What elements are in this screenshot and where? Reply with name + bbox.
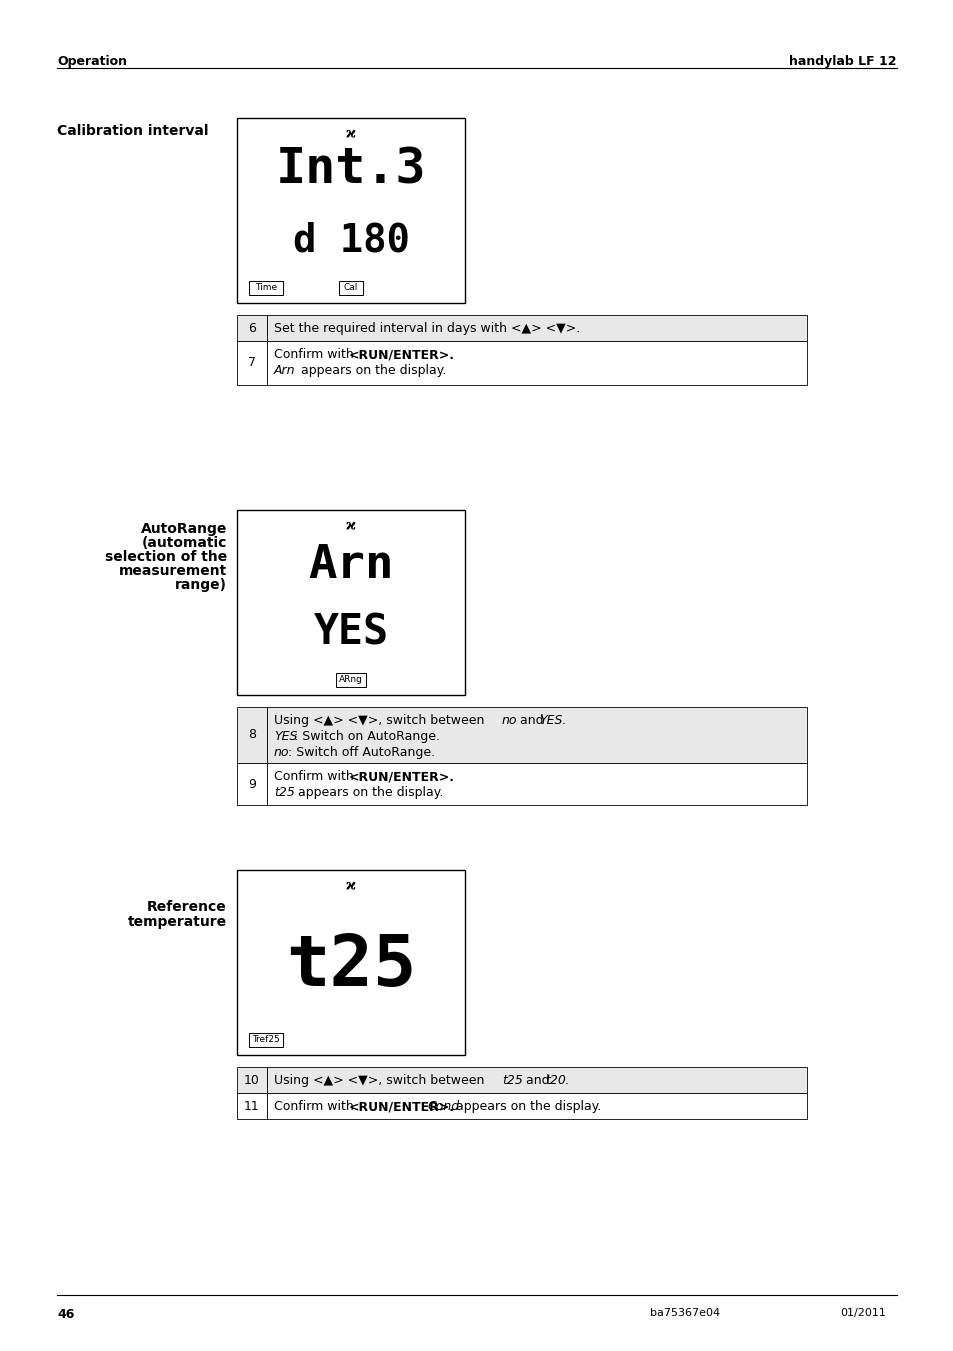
Bar	[267, 1093, 806, 1119]
Text: : Switch on AutoRange.: : Switch on AutoRange.	[294, 730, 439, 743]
Text: 7: 7	[248, 357, 255, 370]
Bar	[267, 1067, 806, 1093]
Bar	[236, 870, 464, 1055]
Text: YES: YES	[314, 611, 388, 653]
Text: Calibration interval: Calibration interval	[57, 124, 209, 138]
Text: Cal: Cal	[343, 284, 357, 293]
Text: t25: t25	[274, 786, 294, 798]
Text: : Switch off AutoRange.: : Switch off AutoRange.	[288, 746, 435, 759]
Text: Arn: Arn	[308, 543, 394, 588]
Text: 11: 11	[244, 1100, 259, 1112]
Bar	[236, 763, 267, 805]
Text: Operation: Operation	[57, 55, 127, 68]
Text: selection of the: selection of the	[105, 550, 227, 563]
Text: <RUN/ENTER>.: <RUN/ENTER>.	[349, 349, 455, 361]
Bar	[236, 1067, 267, 1093]
Text: 8: 8	[248, 728, 255, 742]
Text: t20: t20	[544, 1074, 565, 1088]
Text: and: and	[516, 713, 547, 727]
Bar	[249, 1034, 283, 1047]
Bar	[338, 281, 363, 295]
Text: temperature: temperature	[128, 915, 227, 929]
Text: Reference: Reference	[147, 900, 227, 915]
Text: appears on the display.: appears on the display.	[294, 786, 443, 798]
Text: <RUN/ENTER>.: <RUN/ENTER>.	[349, 1100, 455, 1113]
Bar	[236, 707, 267, 763]
Text: Time: Time	[254, 284, 276, 293]
Text: Arn: Arn	[274, 363, 295, 377]
Text: Tref25: Tref25	[252, 1035, 279, 1044]
Text: Using <▲> <▼>, switch between: Using <▲> <▼>, switch between	[274, 713, 488, 727]
Text: ba75367e04: ba75367e04	[649, 1308, 720, 1319]
Text: (automatic: (automatic	[141, 536, 227, 550]
Text: no: no	[501, 713, 517, 727]
Text: and: and	[521, 1074, 553, 1088]
Text: handylab LF 12: handylab LF 12	[789, 55, 896, 68]
Text: YES: YES	[274, 730, 297, 743]
Text: YES.: YES.	[538, 713, 566, 727]
Text: ϰ: ϰ	[346, 520, 355, 534]
Text: 10: 10	[244, 1074, 259, 1086]
Text: measurement: measurement	[118, 563, 227, 578]
Text: Confirm with: Confirm with	[274, 349, 357, 361]
Text: 6: 6	[248, 322, 255, 335]
Bar	[236, 340, 267, 385]
Text: appears on the display.: appears on the display.	[296, 363, 446, 377]
Bar	[267, 707, 806, 763]
Text: ARng: ARng	[338, 676, 362, 685]
Bar	[236, 1093, 267, 1119]
Text: d 180: d 180	[293, 222, 409, 259]
Bar	[236, 509, 464, 694]
Bar	[236, 315, 267, 340]
Text: .: .	[564, 1074, 568, 1088]
Text: ϰ: ϰ	[346, 880, 355, 894]
Text: Set the required interval in days with <▲> <▼>.: Set the required interval in days with <…	[274, 322, 579, 335]
Text: AutoRange: AutoRange	[140, 521, 227, 536]
Bar	[267, 315, 806, 340]
Bar	[267, 340, 806, 385]
Text: <RUN/ENTER>.: <RUN/ENTER>.	[349, 770, 455, 784]
Text: t25: t25	[501, 1074, 522, 1088]
Text: 9: 9	[248, 777, 255, 790]
Text: no: no	[274, 746, 289, 759]
Bar	[267, 763, 806, 805]
Bar	[335, 673, 366, 688]
Text: range): range)	[174, 578, 227, 592]
Text: ϰ: ϰ	[346, 128, 355, 142]
Bar	[236, 118, 464, 303]
Text: Confirm with: Confirm with	[274, 770, 357, 784]
Text: Int.3: Int.3	[275, 146, 426, 193]
Bar	[249, 281, 283, 295]
Text: t25: t25	[286, 932, 416, 1001]
Text: Cond: Cond	[427, 1100, 458, 1113]
Text: Using <▲> <▼>, switch between: Using <▲> <▼>, switch between	[274, 1074, 488, 1088]
Text: 01/2011: 01/2011	[840, 1308, 885, 1319]
Text: 46: 46	[57, 1308, 74, 1321]
Text: appears on the display.: appears on the display.	[452, 1100, 600, 1113]
Text: Confirm with: Confirm with	[274, 1100, 357, 1113]
